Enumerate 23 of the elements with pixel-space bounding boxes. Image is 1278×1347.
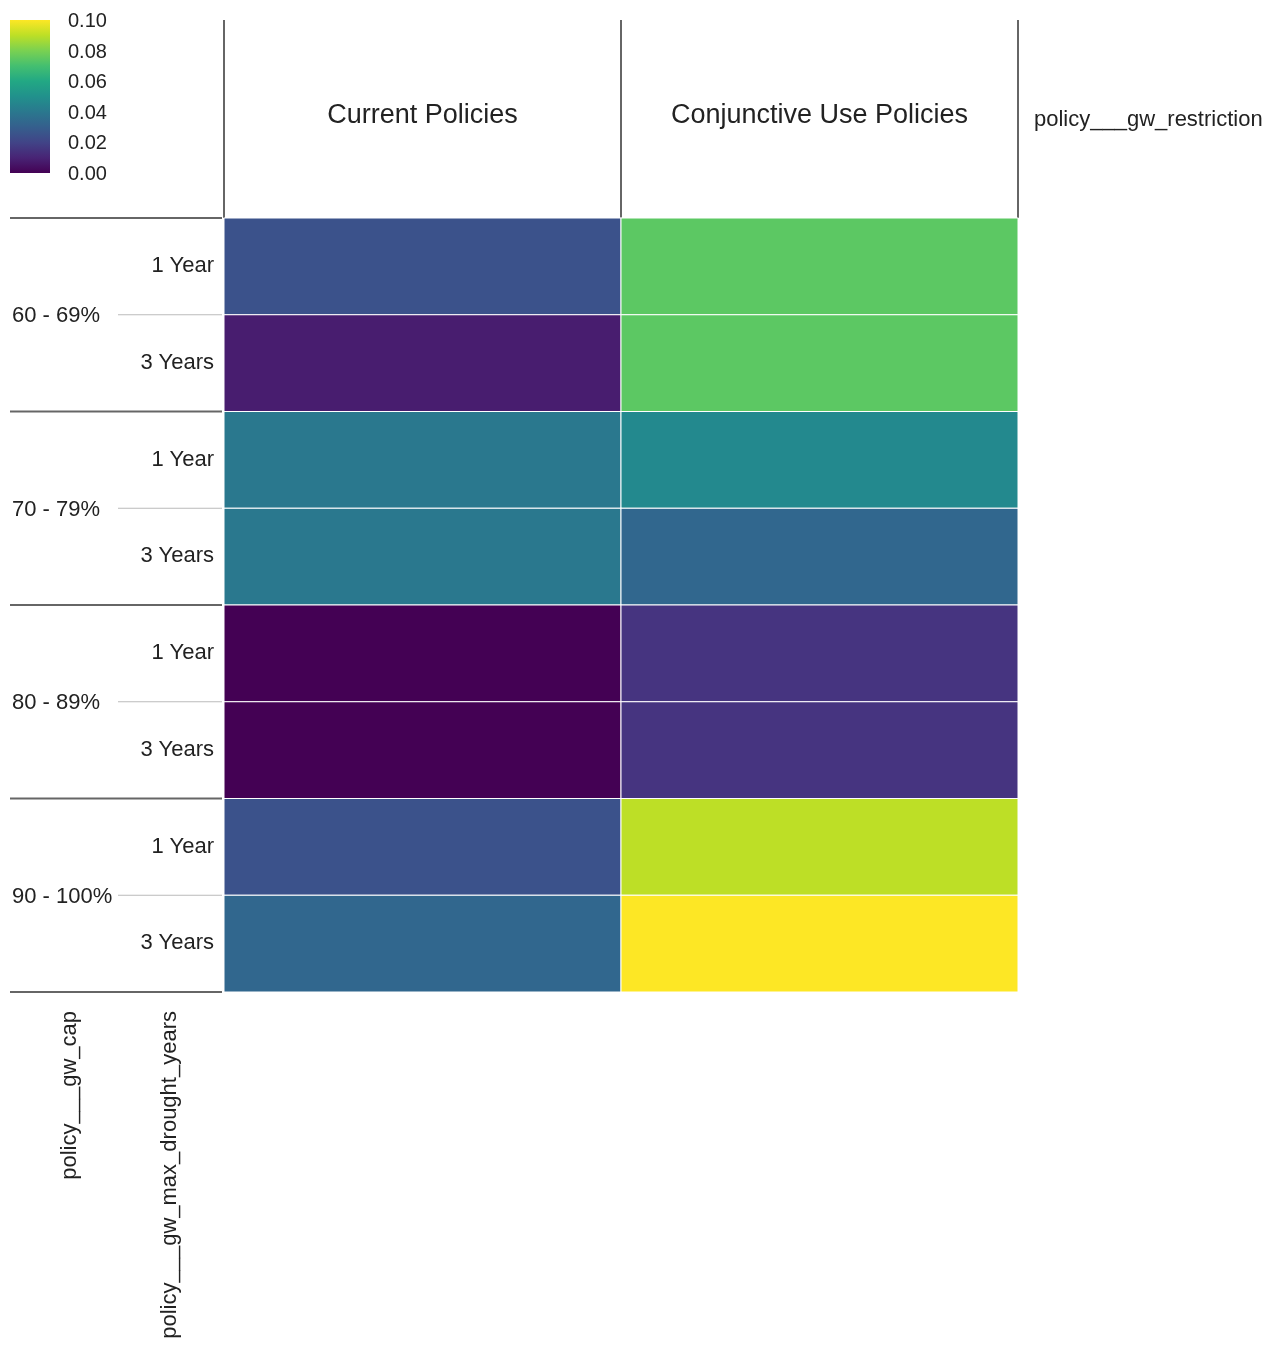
y2-tick-label: 90 - 100% [12,882,113,908]
y-tick-label: 1 Year [151,252,214,278]
x-tick-label: Current Policies [327,99,518,130]
y2-tick-label: 80 - 89% [12,689,101,715]
y-tick-label: 3 Years [140,542,214,568]
y-tick-label: 3 Years [140,735,214,761]
y2-axis-title: policy___gw_max_drought_years [156,1011,181,1339]
color-bar-label: 0.08 [68,39,107,62]
color-bar-label: 0.04 [68,100,107,123]
color-bar-label: 0.10 [68,9,107,31]
y-tick-label: 3 Years [140,929,214,955]
y2-tick-label: 70 - 79% [12,495,101,521]
x-axis-title: policy___gw_restriction [1034,105,1263,131]
color-bar-label: 0.00 [68,162,107,184]
y2-tick-label: 60 - 69% [12,302,101,328]
y-axis-title: policy___gw_cap [56,1011,81,1180]
x-tick-label: Conjunctive Use Policies [670,99,969,130]
color-bar-label: 0.02 [68,131,107,154]
color-bar-label: 0.06 [68,70,107,93]
y-tick-label: 1 Year [151,639,214,665]
y-tick-label: 1 Year [151,445,214,471]
y-tick-label: 3 Years [140,348,214,374]
y-tick-label: 1 Year [151,832,214,858]
